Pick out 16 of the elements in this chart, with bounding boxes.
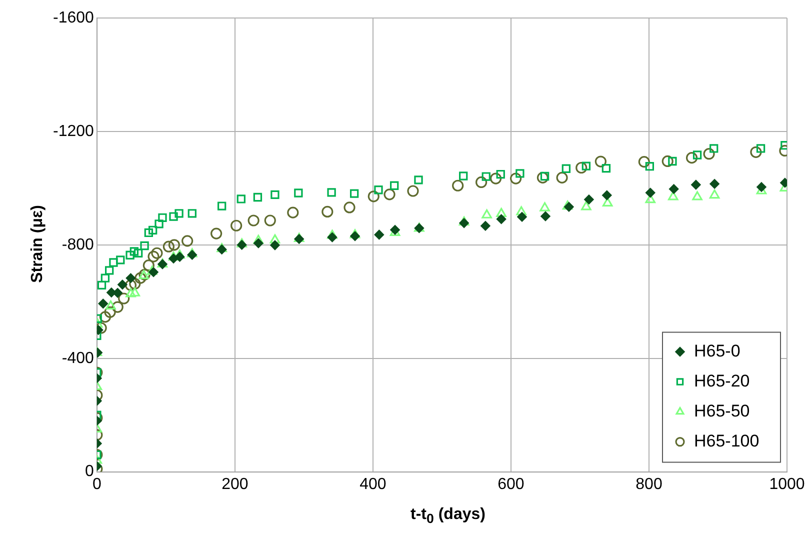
x-tick-label: 1000: [769, 476, 805, 493]
y-tick-label: -400: [62, 350, 94, 367]
y-tick-label: -1600: [53, 9, 94, 26]
x-tick-label: 400: [360, 476, 386, 493]
legend-label: H65-0: [694, 341, 740, 360]
legend-label: H65-50: [694, 401, 750, 420]
x-tick-label: 200: [222, 476, 248, 493]
x-tick-label: 800: [636, 476, 662, 493]
x-axis-title: t-t$_{0}$ (days): [410, 506, 486, 526]
y-tick-label: -800: [62, 236, 94, 254]
legend-label: H65-20: [694, 371, 750, 390]
legend-label: H65-100: [694, 431, 760, 450]
y-tick-label: 0: [85, 463, 94, 480]
x-tick-label: 600: [498, 476, 524, 493]
y-tick-label: -1200: [53, 122, 94, 140]
y-axis-title: Strain (με): [29, 205, 47, 283]
